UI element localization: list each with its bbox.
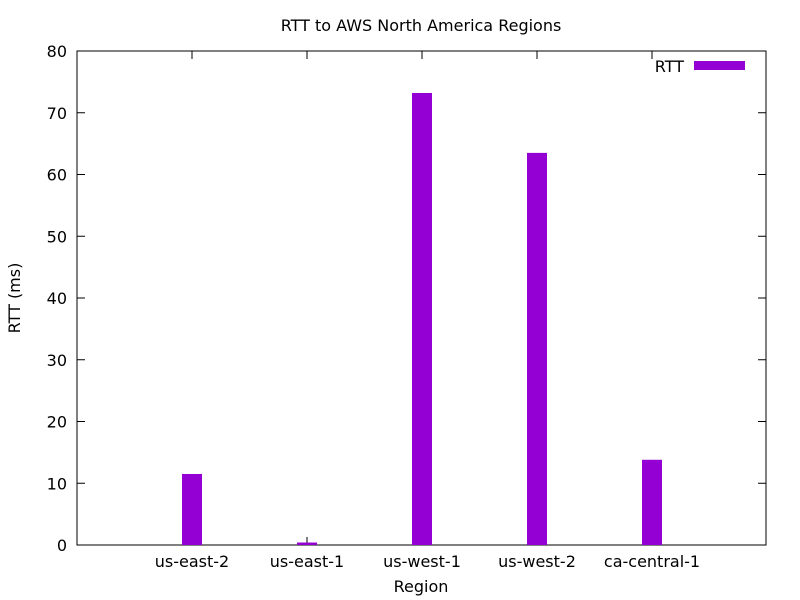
bar-us-east-2 xyxy=(182,473,202,545)
y-tick-label: 80 xyxy=(47,42,67,61)
y-tick-label: 40 xyxy=(47,289,67,308)
x-tick-label: us-west-2 xyxy=(498,552,576,571)
x-tick-label: us-west-1 xyxy=(383,552,461,571)
y-tick-label: 30 xyxy=(47,351,67,370)
bar-us-east-1 xyxy=(297,542,317,545)
y-tick-label: 0 xyxy=(57,536,67,555)
legend-swatch xyxy=(694,61,745,70)
x-tick-label: us-east-1 xyxy=(270,552,344,571)
legend: RTT xyxy=(655,57,745,76)
bars xyxy=(182,92,662,546)
x-tick-label: ca-central-1 xyxy=(604,552,700,571)
bar-ca-central-1 xyxy=(642,459,662,545)
y-tick-label: 20 xyxy=(47,413,67,432)
x-axis: us-east-2 us-east-1 us-west-1 us-west-2 ca-c… xyxy=(155,51,700,571)
y-axis-label: RTT (ms) xyxy=(5,263,24,334)
y-tick-label: 50 xyxy=(47,227,67,246)
bar-us-west-1 xyxy=(412,92,432,546)
chart-title: RTT to AWS North America Regions xyxy=(281,16,562,35)
x-axis-label: Region xyxy=(394,577,449,596)
x-tick-label: us-east-2 xyxy=(155,552,229,571)
y-tick-label: 10 xyxy=(47,474,67,493)
legend-label: RTT xyxy=(655,57,684,76)
y-tick-label: 70 xyxy=(47,104,67,123)
y-axis: 0 10 20 30 40 50 60 70 80 xyxy=(47,42,766,555)
bar-us-west-2 xyxy=(527,152,547,545)
y-tick-label: 60 xyxy=(47,166,67,185)
